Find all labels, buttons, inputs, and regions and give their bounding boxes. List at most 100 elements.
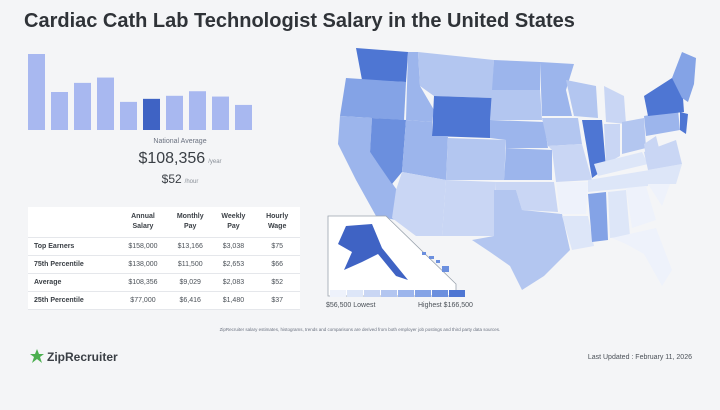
- state-louisiana: [562, 216, 594, 250]
- state-hawaii: [422, 252, 449, 272]
- ziprecruiter-logo[interactable]: ZipRecruiter: [30, 349, 118, 365]
- state-new-york: [644, 78, 684, 116]
- table-row: Average $108,356 $9,029 $2,083 $52: [28, 273, 300, 292]
- disclaimer-text: ZipRecruiter salary estimates, histogram…: [219, 327, 501, 332]
- state-new-england: [672, 52, 696, 102]
- state-wisconsin: [566, 80, 598, 118]
- state-mississippi: [588, 192, 608, 242]
- state-michigan: [604, 86, 626, 124]
- yearly-unit: /year: [208, 159, 222, 165]
- hourly-unit: /hour: [184, 179, 199, 185]
- state-idaho: [406, 52, 434, 122]
- state-tennessee: [588, 170, 650, 192]
- cell-annual: $108,356: [118, 273, 168, 292]
- cell-weekly: $2,653: [212, 255, 255, 274]
- state-new-jersey: [680, 112, 688, 134]
- state-georgia: [626, 186, 656, 228]
- histogram-bar: [166, 95, 183, 130]
- state-nevada: [370, 118, 406, 184]
- map-states: [338, 48, 696, 290]
- legend-low-label: $56,500 Lowest: [326, 302, 376, 309]
- legend-swatch: [381, 290, 397, 297]
- state-texas: [472, 190, 570, 290]
- yearly-salary: $108,356/year: [60, 150, 300, 168]
- histogram-bar: [97, 77, 114, 130]
- legend-swatch: [364, 290, 380, 297]
- table-header-empty: [28, 207, 118, 238]
- table-row: Top Earners $158,000 $13,166 $3,038 $75: [28, 237, 300, 256]
- state-alaska: [338, 224, 408, 280]
- state-wyoming: [432, 96, 492, 138]
- state-virginia: [644, 140, 682, 170]
- page-title: Cardiac Cath Lab Technologist Salary in …: [24, 10, 575, 32]
- table-row: 25th Percentile $77,000 $6,416 $1,480 $3…: [28, 291, 300, 310]
- table-header-row: Annual Salary Monthly Pay Weekly Pay Hou…: [28, 207, 300, 238]
- state-washington: [356, 48, 408, 82]
- legend-swatch: [432, 290, 448, 297]
- hourly-value: $52: [161, 172, 182, 186]
- cell-monthly: $11,500: [167, 255, 213, 274]
- state-minnesota: [540, 62, 574, 116]
- state-arizona: [392, 172, 446, 236]
- row-label: 25th Percentile: [28, 291, 118, 310]
- legend-swatch: [330, 290, 346, 297]
- state-south-dakota: [490, 90, 542, 120]
- state-oregon: [340, 78, 406, 120]
- cell-monthly: $6,416: [167, 291, 213, 310]
- legend-swatch: [347, 290, 363, 297]
- state-indiana: [604, 124, 620, 164]
- cell-monthly: $13,166: [167, 237, 213, 256]
- cell-annual: $77,000: [118, 291, 168, 310]
- cell-hourly: $66: [254, 255, 300, 274]
- state-arkansas: [556, 182, 588, 214]
- cell-hourly: $52: [254, 273, 300, 292]
- cell-monthly: $9,029: [167, 273, 213, 292]
- cell-weekly: $1,480: [212, 291, 255, 310]
- state-west-virginia: [644, 136, 660, 158]
- histogram-bar: [120, 101, 137, 130]
- state-california: [338, 116, 404, 220]
- legend-high-label: Highest $166,500: [418, 302, 473, 309]
- cell-annual: $158,000: [118, 237, 168, 256]
- state-missouri: [548, 144, 592, 182]
- state-florida: [612, 228, 672, 286]
- state-oklahoma: [496, 182, 558, 212]
- state-utah: [402, 120, 448, 180]
- histogram-bar: [51, 92, 68, 130]
- cell-weekly: $3,038: [212, 237, 255, 256]
- us-salary-map: [327, 48, 696, 297]
- legend-swatch: [415, 290, 431, 297]
- row-label: Average: [28, 273, 118, 292]
- state-montana: [418, 52, 494, 98]
- state-north-dakota: [492, 60, 540, 90]
- hourly-salary: $52/hour: [60, 170, 300, 188]
- cell-annual: $138,000: [118, 255, 168, 274]
- histogram-bar: [235, 104, 252, 130]
- histogram-bar: [74, 82, 91, 130]
- state-nebraska: [490, 120, 548, 148]
- table-header-annual: Annual Salary: [118, 207, 168, 238]
- legend-swatch: [398, 290, 414, 297]
- table-header-hourly: Hourly Wage: [254, 207, 300, 238]
- state-colorado: [446, 138, 506, 180]
- state-ohio: [622, 118, 646, 154]
- state-pennsylvania: [644, 110, 680, 136]
- yearly-value: $108,356: [138, 150, 206, 167]
- salary-histogram: [28, 54, 252, 130]
- state-south-carolina: [648, 184, 670, 206]
- histogram-bar: [189, 91, 206, 130]
- state-kentucky: [594, 152, 648, 176]
- cell-hourly: $37: [254, 291, 300, 310]
- salary-table: Annual Salary Monthly Pay Weekly Pay Hou…: [28, 207, 300, 310]
- legend-swatch: [449, 290, 465, 297]
- ziprecruiter-icon: [30, 349, 44, 363]
- histogram-bar: [212, 96, 229, 130]
- brand-name: ZipRecruiter: [47, 350, 118, 364]
- table-header-monthly: Monthly Pay: [167, 207, 213, 238]
- histogram-bar: [143, 98, 160, 130]
- national-average-label: National Average: [153, 138, 207, 145]
- legend-color-scale: [330, 290, 465, 297]
- cell-weekly: $2,083: [212, 273, 255, 292]
- last-updated: Last Updated : February 11, 2026: [587, 354, 692, 361]
- state-north-carolina: [648, 164, 682, 184]
